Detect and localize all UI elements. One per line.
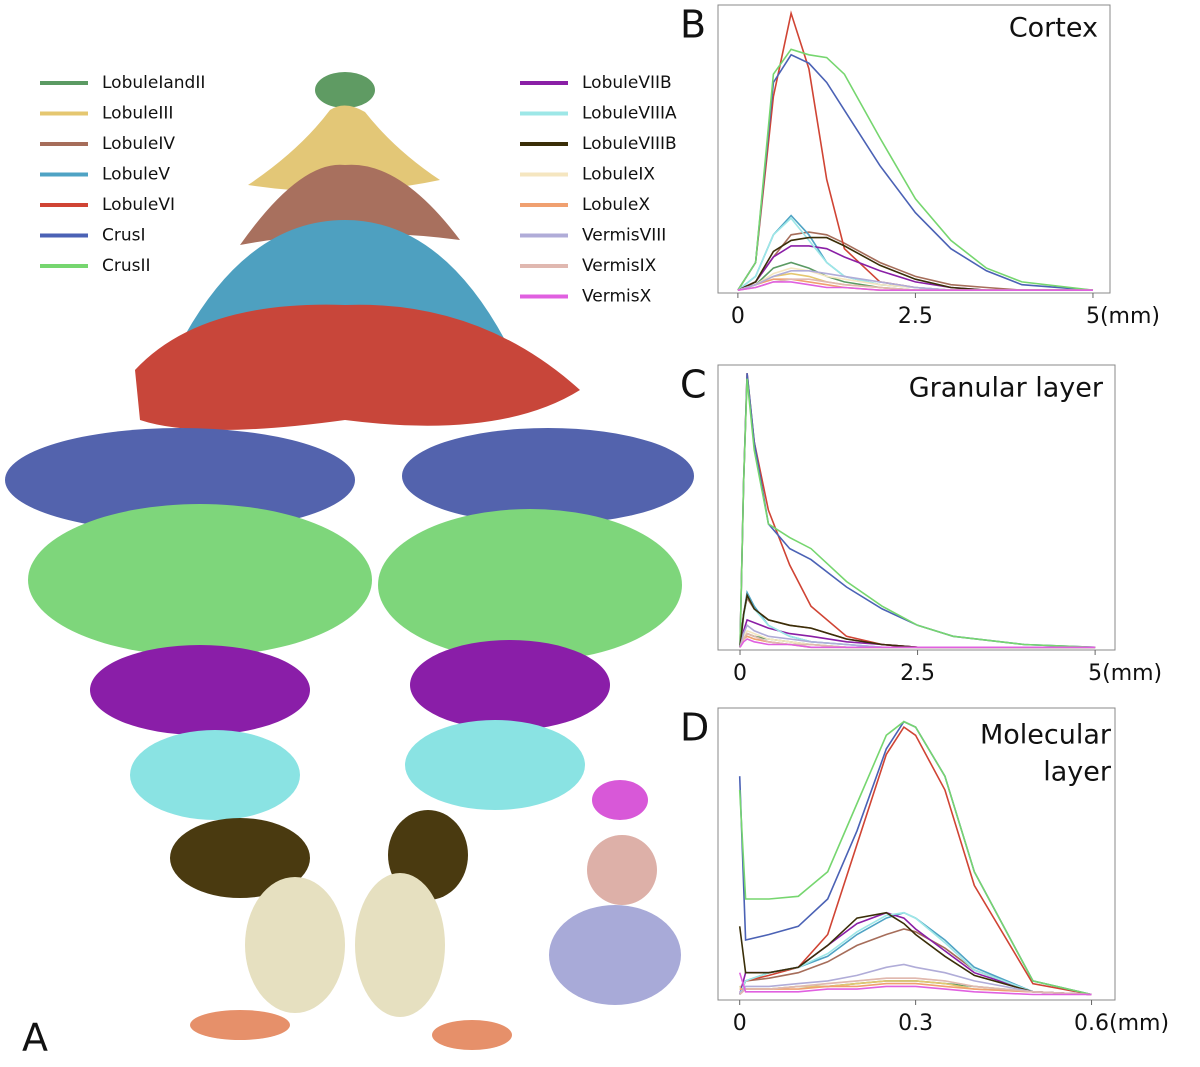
x-tick-label: 0.6 [1074,1011,1109,1036]
legend-label: LobuleV [102,165,170,185]
series-line [739,977,1092,996]
series-line [738,720,1092,996]
x-tick-label: 0.3 [898,1011,933,1036]
legend-label: LobuleIII [102,104,173,124]
legend-label: LobuleVIIIB [582,134,677,154]
series-line [738,720,1092,996]
chart-title: Granular layer [909,373,1104,404]
lobule-ix-right [355,873,445,1017]
chart-title: layer [1043,757,1112,788]
crus-i-right [402,428,694,524]
x-tick-label: 5 [1088,661,1102,686]
crus-i-left [5,428,355,532]
series-line [739,378,1096,649]
x-tick-label: 0 [733,1011,747,1036]
lobule-x-left [190,1010,290,1040]
series-line [738,972,1092,996]
x-axis-unit: (mm) [1102,661,1162,686]
lobule-vi [135,304,580,430]
vermis-ix [587,835,657,905]
legend-label: LobuleVIIIA [582,104,677,124]
plot-frame [717,364,1116,651]
lobule-viiib-left [170,818,310,898]
panel-label: A [22,1016,48,1060]
lobule-viiia-left [130,730,300,820]
legend-label: LobuleVIIB [582,73,672,93]
series-line [739,638,1096,649]
series-line [739,963,1092,996]
series-line [739,373,1096,649]
series-line [737,281,1093,291]
lobule-i-ii [315,72,375,108]
legend-label: LobuleVI [102,195,175,215]
x-tick-label: 5 [1086,304,1100,329]
series-line [737,48,1094,291]
series-line [739,373,1096,649]
lobule-x-right [432,1020,512,1050]
series-line [738,911,1092,996]
legend-label: VermisVIII [582,226,666,246]
series-line [739,618,1096,649]
legend-label: CrusI [102,226,146,246]
legend-label: LobuleIX [582,165,655,185]
x-tick-label: 2.5 [898,304,933,329]
x-axis-unit: (mm) [1100,304,1160,329]
x-tick-label: 2.5 [900,661,935,686]
crus-ii-left [28,504,372,656]
legend-label: VermisIX [582,256,657,276]
chart-title: Molecular [980,720,1112,751]
crus-ii-right [378,509,682,661]
legend-label: LobuleX [582,195,650,215]
panel-label: B [680,3,706,47]
x-tick-label: 0 [733,661,747,686]
x-axis-unit: (mm) [1109,1011,1169,1036]
series-line [737,53,1094,291]
legend-label: CrusII [102,256,151,276]
legend-label: LobuleIandII [102,73,205,93]
legend-label: VermisX [582,287,652,307]
series-line [738,725,1092,996]
cerebellum-render [5,72,694,1050]
legend-label: LobuleIV [102,134,175,154]
lobule-viib-left [90,645,310,735]
plot-frame [717,707,1116,1001]
chart-title: Cortex [1009,13,1098,44]
lobule-ix-left [245,877,345,1013]
lobule-viiia-right [405,720,585,810]
vermis-x [592,780,648,820]
lobule-iv [240,164,460,245]
panel-label: C [680,363,707,407]
panel-label: D [680,706,709,750]
lobule-viib-right [410,640,610,730]
vermis-viii [549,905,681,1005]
x-tick-label: 0 [731,304,745,329]
lobule-iii [248,105,440,192]
plot-frame [717,4,1111,294]
